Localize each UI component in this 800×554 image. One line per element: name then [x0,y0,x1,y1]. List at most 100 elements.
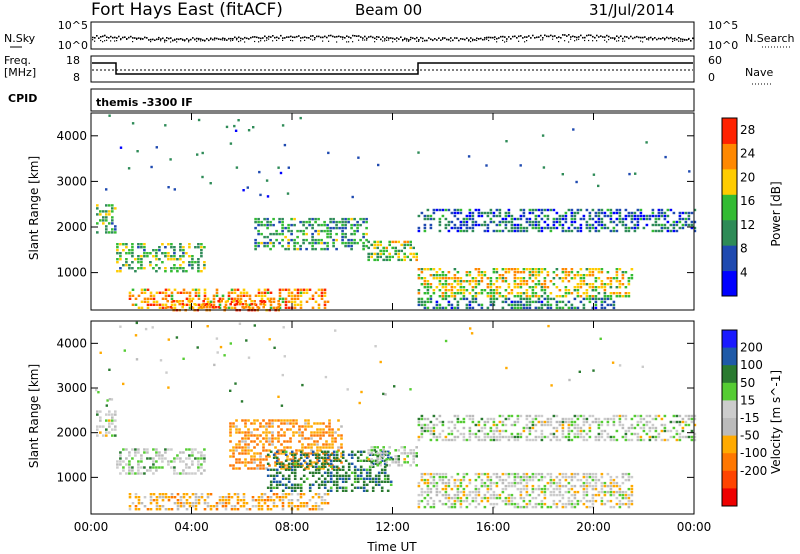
velocity-echo-cell [663,414,667,418]
velocity-echo-cell [269,483,273,486]
velocity-echo-cell [277,437,280,440]
power-echo-cell [444,295,448,298]
velocity-echo-cell [444,475,448,479]
velocity-echo-cell [323,483,327,486]
velocity-echo-cell [507,484,511,488]
power-echo-cell [513,286,517,289]
power-echo-cell [143,252,146,255]
noise-sky-point [494,36,496,38]
velocity-echo-cell [600,487,604,491]
power-echo-cell [140,246,143,249]
velocity-echo-cell [450,438,454,442]
power-echo-cell [615,211,619,215]
velocity-echo-cell [280,464,283,467]
velocity-echo-cell [618,414,622,418]
power-echo-cell [567,306,571,310]
power-echo-cell [417,289,421,292]
velocity-echo-cell [609,481,613,485]
noise-sky-point [474,39,476,41]
velocity-echo-cell [486,475,490,479]
velocity-echo-scatter [135,358,139,361]
velocity-echo-scatter [393,385,396,388]
power-echo-cell [603,226,607,230]
velocity-echo-cell [447,499,451,503]
velocity-echo-cell [292,419,295,422]
velocity-echo-cell [540,478,544,482]
velocity-echo-cell [268,455,271,458]
velocity-echo-scatter [110,398,114,401]
velocity-echo-cell [624,435,628,439]
velocity-echo-cell [377,462,381,465]
power-echo-cell [555,295,559,298]
noise-search-point [472,40,474,42]
velocity-echo-cell [383,462,387,465]
power-echo-cell [170,267,173,270]
velocity-echo-cell [241,431,244,434]
velocity-echo-cell [615,496,619,500]
velocity-echo-cell [474,499,478,503]
power-echo-cell [612,220,616,224]
power-echo-cell [489,300,493,304]
power-echo-cell [108,213,111,216]
power-echo-cell [546,208,550,212]
power-echo-cell [450,295,454,298]
velocity-echo-cell [215,508,219,511]
velocity-echo-cell [281,496,285,499]
power-echo-cell [543,283,547,286]
velocity-echo-cell [96,410,99,413]
power-echo-cell [618,208,622,212]
power-echo-cell [284,235,287,239]
velocity-echo-cell [99,425,102,428]
power-echo-cell [501,217,505,221]
velocity-echo-cell [271,434,274,437]
velocity-echo-cell [286,446,289,449]
velocity-echo-cell [370,464,373,467]
power-echo-cell [99,219,102,222]
velocity-echo-cell [507,414,511,418]
power-colorbar-tick: 28 [740,123,755,137]
power-echo-cell [233,288,237,291]
velocity-echo-cell [137,502,141,505]
power-echo-cell [299,247,302,251]
power-echo-cell [621,217,625,221]
velocity-echo-cell [516,435,520,439]
power-echo-cell [618,292,622,295]
power-echo-cell [519,303,523,307]
power-echo-cell [382,252,385,256]
power-echo-cell [185,252,188,255]
velocity-echo-cell [310,449,313,452]
velocity-echo-cell [266,468,270,471]
power-echo-cell [537,300,541,304]
velocity-echo-cell [513,475,517,479]
power-echo-cell [296,247,299,251]
velocity-echo-cell [274,437,277,440]
velocity-echo-cell [325,440,328,443]
power-echo-cell [293,297,297,300]
power-echo-cell [465,303,469,307]
velocity-echo-cell [606,432,610,436]
power-echo-cell [170,291,174,294]
velocity-echo-cell [179,505,183,508]
power-echo-cell [323,229,326,233]
velocity-echo-cell [543,435,547,439]
velocity-echo-scatter [334,329,337,332]
power-echo-cell [558,223,562,227]
power-echo-cell [456,306,460,310]
power-echo-cell [391,246,394,250]
velocity-echo-cell [292,464,295,467]
power-echo-cell [409,258,412,262]
velocity-echo-cell [323,477,327,480]
noise-search-point [674,39,676,41]
noise-search-point [194,39,196,41]
power-echo-cell [284,303,288,306]
velocity-echo-cell [409,452,412,455]
power-echo-cell [510,229,514,233]
noise-search-point [432,39,434,42]
power-echo-cell [441,277,445,280]
noise-search-point [418,40,420,42]
velocity-echo-cell [456,478,460,482]
power-echo-cell [299,244,302,248]
power-echo-cell [254,244,257,248]
power-echo-cell [519,283,523,286]
power-echo-cell [269,291,273,294]
